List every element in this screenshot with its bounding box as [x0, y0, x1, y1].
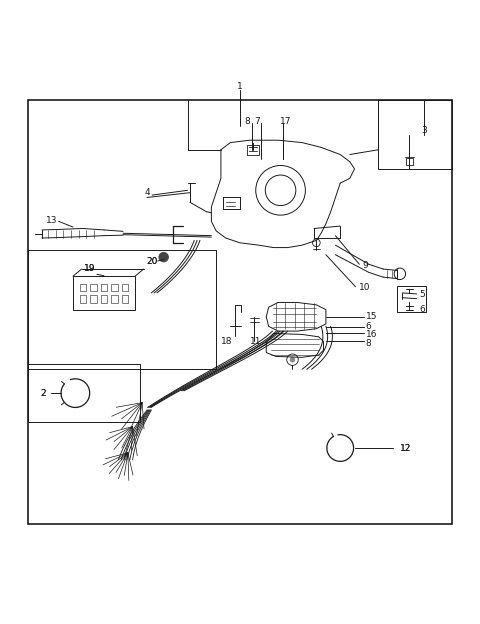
Circle shape — [290, 358, 295, 362]
Bar — [90, 284, 97, 291]
Text: 18: 18 — [221, 337, 232, 346]
Text: 2: 2 — [41, 389, 46, 397]
Bar — [101, 295, 108, 303]
Circle shape — [159, 252, 168, 262]
Text: 4: 4 — [144, 188, 150, 197]
Bar — [397, 286, 426, 312]
Bar — [111, 295, 118, 303]
Bar — [111, 284, 118, 291]
Text: 7: 7 — [254, 117, 260, 125]
Text: 15: 15 — [365, 312, 377, 321]
Text: 19: 19 — [84, 263, 96, 273]
Text: 3: 3 — [421, 126, 427, 135]
Bar — [80, 284, 86, 291]
Bar — [90, 295, 97, 303]
Bar — [378, 100, 452, 169]
Bar — [73, 276, 135, 310]
Bar — [28, 100, 452, 524]
Bar — [247, 145, 259, 155]
Bar — [406, 158, 413, 165]
Bar — [28, 364, 140, 422]
Text: 6: 6 — [419, 305, 425, 314]
Text: 20: 20 — [146, 257, 157, 266]
Text: 11: 11 — [250, 337, 262, 346]
Text: 13: 13 — [46, 216, 57, 225]
Text: 12: 12 — [400, 444, 412, 452]
Text: 1: 1 — [237, 82, 243, 91]
Text: 6: 6 — [365, 322, 371, 331]
Text: 12: 12 — [400, 444, 412, 452]
Bar — [28, 250, 216, 369]
Text: 20: 20 — [146, 257, 157, 266]
Text: 10: 10 — [359, 283, 371, 292]
Bar — [121, 284, 128, 291]
Text: 17: 17 — [279, 117, 291, 125]
Text: 5: 5 — [419, 290, 425, 300]
Text: 19: 19 — [84, 263, 96, 273]
Bar — [121, 295, 128, 303]
Text: 8: 8 — [365, 338, 371, 348]
Text: 8: 8 — [244, 117, 250, 125]
Bar — [101, 284, 108, 291]
Text: 16: 16 — [365, 330, 377, 339]
Text: 2: 2 — [41, 389, 46, 397]
Bar — [80, 295, 86, 303]
Text: 9: 9 — [363, 261, 368, 270]
